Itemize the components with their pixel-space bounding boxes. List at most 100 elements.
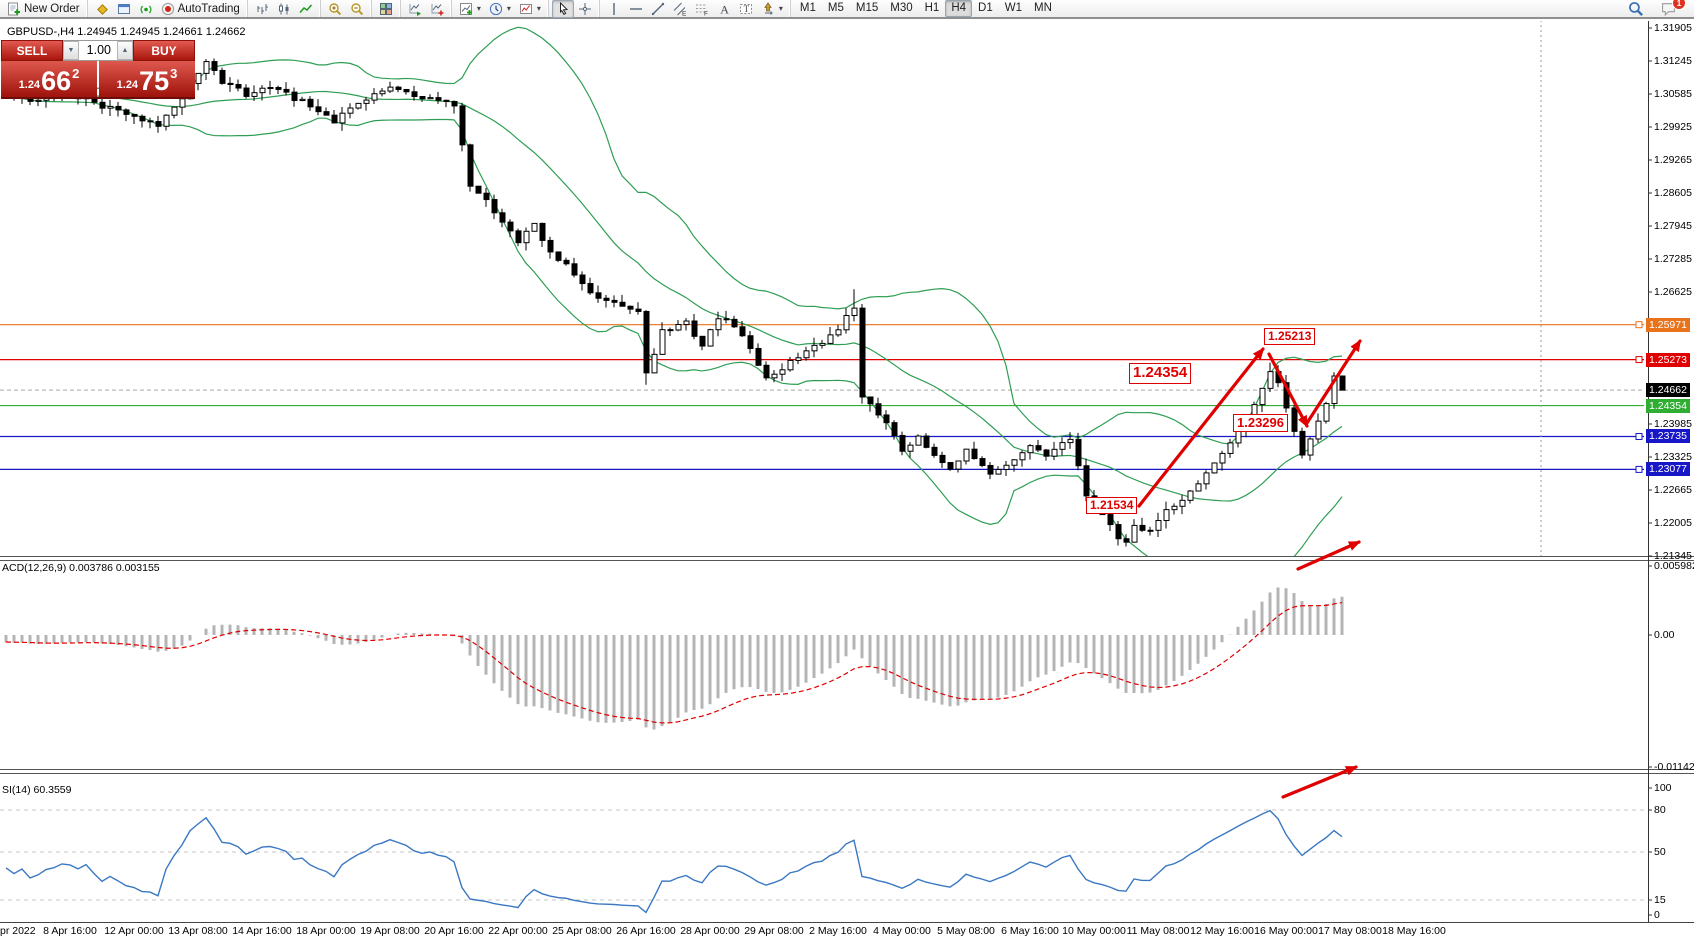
price-annotation[interactable]: 1.23296	[1233, 414, 1288, 433]
indicators-button[interactable]: ▾	[455, 0, 485, 18]
trend-arrow[interactable]	[1137, 347, 1265, 508]
date-axis-label: 18 May 16:00	[1382, 925, 1446, 937]
notifications-button[interactable]: 1	[1657, 0, 1686, 18]
chart-window[interactable]: GBPUSD-,H4 1.24945 1.24945 1.24661 1.246…	[0, 21, 1694, 938]
toolbar: New Order AutoTrading ▾ ▾ ▾ E F A T ▾ M1 M5 M15 M30 H1…	[0, 0, 1694, 19]
volume-increase-button[interactable]: ▲	[117, 41, 133, 60]
buy-price-big: 75	[139, 66, 170, 96]
new-order-button-label: New Order	[24, 2, 80, 15]
signals-icon	[140, 5, 152, 13]
line-chart-button[interactable]	[295, 0, 317, 18]
new-order-button[interactable]: New Order	[3, 0, 84, 18]
fibonacci-icon: F	[695, 4, 708, 16]
vertical-line-button[interactable]	[603, 0, 625, 18]
auto-scroll-button[interactable]	[404, 0, 426, 18]
fibonacci-button[interactable]: F	[691, 0, 713, 18]
trend-arrow[interactable]	[1305, 339, 1362, 425]
cursor-icon	[559, 1, 568, 15]
toolbar-group	[370, 0, 400, 18]
zoom-out-button[interactable]	[346, 0, 368, 18]
date-axis-label: 26 Apr 16:00	[616, 925, 676, 937]
price-axis-tick: 1.31245	[1654, 55, 1692, 67]
periods-button[interactable]: ▾	[485, 0, 515, 18]
price-axis-tick: 1.30585	[1654, 88, 1692, 100]
svg-text:A: A	[720, 2, 729, 16]
signals-button[interactable]	[135, 0, 157, 18]
bollinger-band-line	[5, 87, 1343, 502]
buy-price-display[interactable]: 1.24 75 3	[99, 61, 195, 97]
macd-pane[interactable]	[4, 587, 1344, 730]
price-axis-tick: 1.29265	[1654, 154, 1692, 166]
line-handle[interactable]	[1635, 356, 1643, 364]
autotrading-button[interactable]: AutoTrading	[157, 0, 244, 18]
price-axis-tick: 1.22665	[1654, 484, 1692, 496]
crosshair-button[interactable]	[574, 0, 596, 18]
timeframe-d1-button[interactable]: D1	[978, 2, 993, 14]
trend-arrow[interactable]	[1296, 540, 1361, 571]
toolbar-group: New Order	[0, 0, 87, 17]
equidistant-channel-button[interactable]: E	[669, 0, 691, 18]
bar-chart-button[interactable]	[251, 0, 273, 18]
zoom-in-button[interactable]	[324, 0, 346, 18]
text-button[interactable]: A	[713, 0, 735, 18]
price-axis-badge: 1.23077	[1646, 462, 1690, 476]
candlestick-chart-button[interactable]	[273, 0, 295, 18]
line-handle[interactable]	[1635, 321, 1643, 329]
price-annotation[interactable]: 1.24354	[1129, 363, 1192, 384]
trend-arrow[interactable]	[1267, 352, 1309, 428]
terminal-button[interactable]	[113, 0, 135, 18]
one-click-trading-panel: SELL ▼ 1.00 ▲ BUY 1.24 66 2 1.24 75 3	[1, 40, 195, 99]
timeframe-m15-button[interactable]: M15	[855, 2, 879, 14]
volume-decrease-button[interactable]: ▼	[63, 41, 79, 60]
notification-badge: 1	[1672, 0, 1686, 10]
arrows-icon	[764, 1, 773, 15]
timeframe-w1-button[interactable]: W1	[1004, 2, 1022, 14]
toolbar-group: E F A T ▾	[598, 0, 790, 18]
text-label-button[interactable]: T	[735, 0, 757, 18]
svg-text:E: E	[682, 10, 687, 16]
price-axis-badge: 1.24662	[1646, 383, 1690, 397]
toolbar-group	[246, 0, 320, 18]
arrows-button[interactable]: ▾	[757, 0, 787, 18]
pane-frames	[0, 21, 1694, 923]
autotrading-icon	[161, 2, 174, 15]
timeframe-m1-button[interactable]: M1	[799, 2, 816, 14]
tile-windows-button[interactable]	[375, 0, 397, 18]
price-annotation[interactable]: 1.25213	[1264, 328, 1316, 345]
rsi-pane[interactable]	[0, 809, 1648, 914]
date-axis-label: 2 May 16:00	[809, 925, 867, 937]
chart-shift-button[interactable]	[426, 0, 448, 18]
date-axis-label: 14 Apr 16:00	[232, 925, 292, 937]
sell-button[interactable]: SELL	[1, 40, 63, 61]
timeframe-h1-button[interactable]: H1	[924, 2, 940, 14]
templates-button[interactable]: ▾	[515, 0, 545, 18]
date-axis-label: 22 Apr 00:00	[488, 925, 548, 937]
volume-stepper: ▼ 1.00 ▲	[63, 40, 133, 61]
timeframe-h4-button[interactable]: H4	[945, 0, 973, 17]
trend-arrow[interactable]	[1281, 765, 1358, 799]
line-handle[interactable]	[1635, 433, 1643, 440]
timeframe-mn-button[interactable]: MN	[1033, 2, 1052, 14]
buy-button[interactable]: BUY	[133, 40, 195, 61]
cursor-button[interactable]	[551, 0, 574, 18]
trendline-button[interactable]	[647, 0, 669, 18]
price-chart[interactable]	[0, 21, 1694, 938]
price-annotation[interactable]: 1.21534	[1086, 497, 1138, 514]
sell-price-display[interactable]: 1.24 66 2	[1, 61, 97, 97]
metaquotes-button[interactable]	[91, 0, 113, 18]
macd-indicator-label: ACD(12,26,9) 0.003786 0.003155	[2, 562, 160, 574]
line-handle[interactable]	[1635, 465, 1643, 473]
timeframe-m5-button[interactable]: M5	[827, 2, 844, 14]
date-axis-label: 8 Apr 16:00	[43, 925, 97, 937]
horizontal-line-icon	[629, 7, 642, 10]
price-axis-tick: 1.23985	[1654, 418, 1692, 430]
horizontal-line-button[interactable]	[625, 0, 647, 18]
symbol-ohlc-readout: GBPUSD-,H4 1.24945 1.24945 1.24661 1.246…	[7, 26, 246, 38]
timeframe-m30-button[interactable]: M30	[890, 2, 913, 14]
volume-input[interactable]: 1.00	[86, 43, 111, 57]
line-chart-icon	[299, 3, 312, 13]
search-button[interactable]	[1624, 0, 1647, 18]
indicators-icon	[459, 2, 472, 15]
price-axis-tick: 1.31905	[1654, 22, 1692, 34]
main-pane[interactable]	[0, 21, 1644, 579]
